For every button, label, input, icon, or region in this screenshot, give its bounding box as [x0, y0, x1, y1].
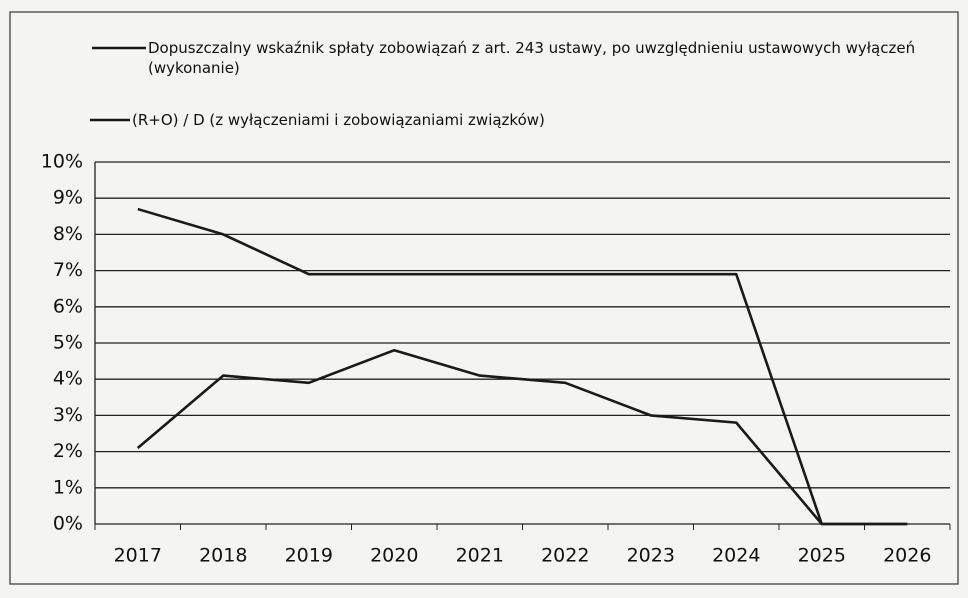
chart-border: [9, 11, 959, 585]
x-tick-label: 2021: [456, 545, 504, 567]
legend-label: (R+O) / D (z wyłączeniami i zobowiązania…: [132, 111, 545, 129]
x-tick-label: 2018: [199, 545, 247, 567]
x-tick-label: 2020: [370, 545, 418, 567]
y-tick-label: 5%: [53, 332, 83, 354]
y-tick-label: 4%: [53, 368, 83, 390]
y-tick-label: 10%: [41, 151, 83, 173]
x-tick-label: 2022: [541, 545, 589, 567]
x-tick-label: 2026: [883, 545, 931, 567]
x-tick-label: 2025: [798, 545, 846, 567]
x-tick-label: 2024: [712, 545, 760, 567]
series-line: [137, 207, 908, 526]
y-tick-label: 9%: [53, 187, 83, 209]
series-line: [136, 348, 908, 526]
x-tick-label: 2017: [114, 545, 162, 567]
y-tick-label: 3%: [53, 404, 83, 426]
legend-label: Dopuszczalny wskaźnik spłaty zobowiązań …: [148, 39, 916, 77]
y-tick-label: 0%: [53, 513, 83, 535]
y-tick-label: 2%: [53, 440, 83, 462]
y-tick-label: 1%: [53, 476, 83, 498]
x-tick-label: 2019: [285, 545, 333, 567]
y-tick-label: 8%: [53, 223, 83, 245]
x-tick-label: 2023: [627, 545, 675, 567]
y-tick-label: 7%: [53, 259, 83, 281]
y-tick-label: 6%: [53, 295, 83, 317]
